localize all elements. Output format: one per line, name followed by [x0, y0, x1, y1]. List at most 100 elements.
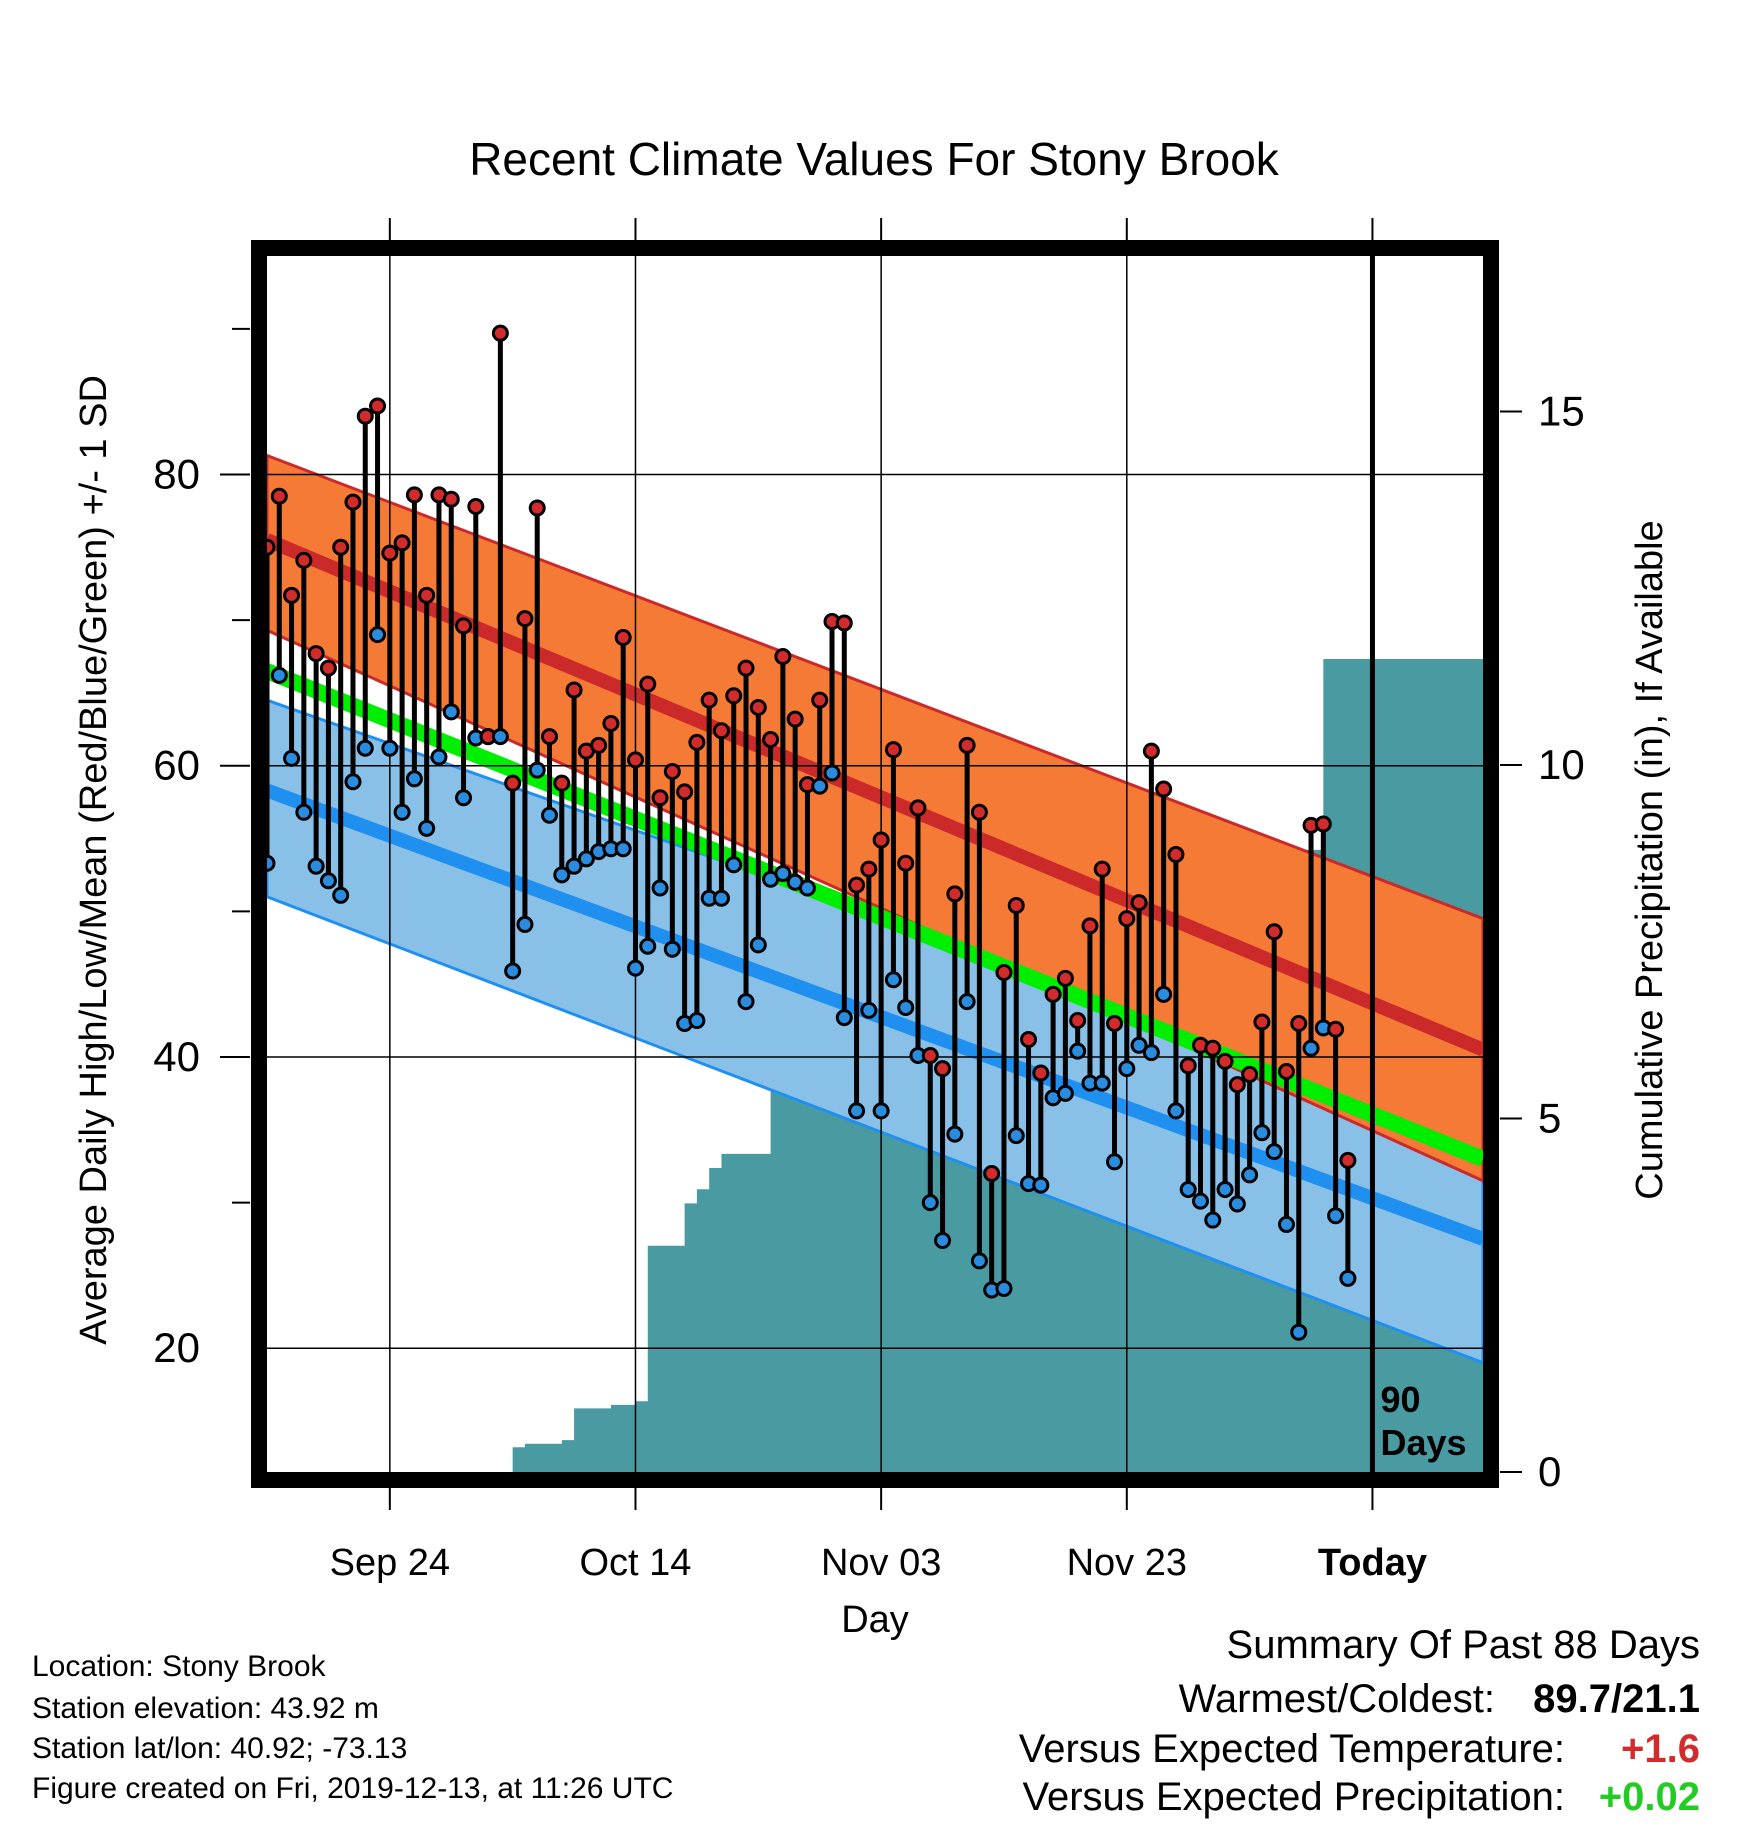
y2-tick-label: 5	[1538, 1095, 1561, 1142]
high-point	[786, 710, 804, 728]
low-point	[934, 1231, 952, 1249]
high-point	[455, 617, 473, 635]
high-point	[467, 497, 485, 515]
low-point	[1093, 1074, 1111, 1092]
low-point	[774, 864, 792, 882]
low-point	[860, 1001, 878, 1019]
low-point	[381, 739, 399, 757]
low-point	[1118, 1060, 1136, 1078]
low-point	[688, 1012, 706, 1030]
low-point	[295, 803, 313, 821]
high-point	[1118, 910, 1136, 928]
high-point	[1069, 1012, 1087, 1030]
low-point	[1069, 1042, 1087, 1060]
high-point	[553, 774, 571, 792]
high-point	[504, 774, 522, 792]
low-point	[958, 993, 976, 1011]
high-point	[909, 799, 927, 817]
high-point	[1204, 1039, 1222, 1057]
low-point	[1302, 1039, 1320, 1057]
low-point	[1130, 1036, 1148, 1054]
high-point	[270, 487, 288, 505]
high-point	[1081, 917, 1099, 935]
high-point	[626, 751, 644, 769]
high-point	[749, 698, 767, 716]
low-point	[541, 806, 559, 824]
temp-deviation-label: Versus Expected Temperature:	[1019, 1727, 1565, 1771]
high-point	[1142, 742, 1160, 760]
low-point	[356, 739, 374, 757]
low-point	[811, 777, 829, 795]
precip-deviation-value: +0.02	[1599, 1775, 1700, 1819]
low-point	[921, 1194, 939, 1212]
high-point	[1265, 923, 1283, 941]
low-point	[1290, 1323, 1308, 1341]
low-point	[897, 998, 915, 1016]
high-point	[811, 691, 829, 709]
high-point	[1216, 1052, 1234, 1070]
high-point	[762, 730, 780, 748]
low-point	[835, 1009, 853, 1027]
low-point	[344, 773, 362, 791]
high-point	[1314, 815, 1332, 833]
low-point	[455, 789, 473, 807]
high-point	[921, 1047, 939, 1065]
low-point	[1056, 1084, 1074, 1102]
low-point	[504, 962, 522, 980]
daily-points	[258, 324, 1357, 1341]
high-point	[1056, 969, 1074, 987]
x-tick-label: Nov 03	[821, 1542, 941, 1584]
station-latlon: Station lat/lon: 40.92; -73.13	[32, 1732, 407, 1765]
y-axis-title: Average Daily High/Low/Mean (Red/Blue/Gr…	[73, 375, 115, 1345]
high-point	[712, 722, 730, 740]
high-point	[369, 397, 387, 415]
low-point	[639, 937, 657, 955]
low-point	[418, 819, 436, 837]
high-point	[1007, 897, 1025, 915]
x-tick-label: Sep 24	[330, 1542, 450, 1584]
high-point	[848, 876, 866, 894]
high-point	[774, 647, 792, 665]
low-point	[430, 748, 448, 766]
low-point	[319, 872, 337, 890]
y2-axis-title: Cumulative Precipitation (in), If Availa…	[1629, 520, 1671, 1199]
low-point	[663, 940, 681, 958]
low-point	[946, 1125, 964, 1143]
high-point	[970, 803, 988, 821]
high-point	[442, 490, 460, 508]
high-point	[319, 659, 337, 677]
low-point	[848, 1102, 866, 1120]
high-point	[418, 586, 436, 604]
high-point	[983, 1164, 1001, 1182]
average-normal-mean-line	[264, 663, 1486, 1167]
low-point	[970, 1252, 988, 1270]
high-point	[381, 544, 399, 562]
high-point	[405, 486, 423, 504]
low-point	[712, 889, 730, 907]
low-point	[1241, 1166, 1259, 1184]
low-point	[270, 666, 288, 684]
high-point	[651, 789, 669, 807]
high-point	[307, 645, 325, 663]
high-point	[1179, 1057, 1197, 1075]
low-point	[737, 993, 755, 1011]
low-point	[626, 959, 644, 977]
high-point	[688, 733, 706, 751]
low-point	[823, 764, 841, 782]
y-tick-label: 60	[153, 742, 200, 789]
low-point	[725, 856, 743, 874]
low-point	[651, 879, 669, 897]
high-point	[676, 783, 694, 801]
summary-heading: Summary Of Past 88 Days	[1227, 1623, 1700, 1667]
daily-range-sticks	[264, 333, 1351, 1333]
low-point	[1007, 1127, 1025, 1145]
low-point	[995, 1280, 1013, 1298]
y2-tick-label: 15	[1538, 388, 1585, 435]
low-point	[577, 850, 595, 868]
high-point	[283, 586, 301, 604]
low-point	[1265, 1143, 1283, 1161]
high-point	[1277, 1063, 1295, 1081]
low-point	[553, 866, 571, 884]
low-point	[1253, 1124, 1271, 1142]
